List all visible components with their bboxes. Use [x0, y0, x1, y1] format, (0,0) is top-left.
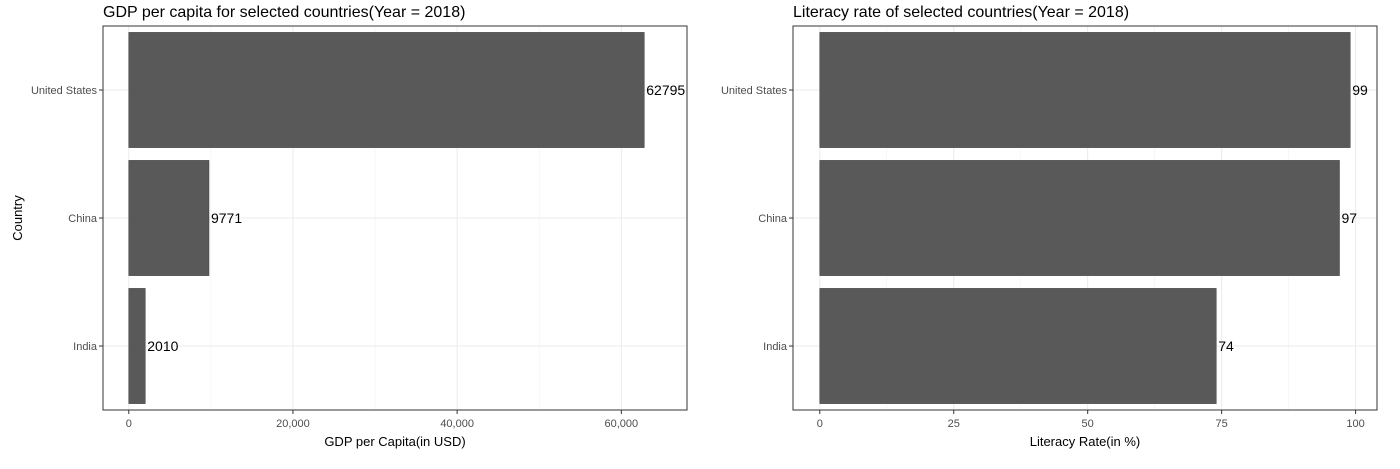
literacy-chart-x-axis-title: Literacy Rate(in %) — [1030, 434, 1141, 449]
literacy-chart-x-tick-label: 50 — [1082, 418, 1094, 430]
gdp-chart-y-tick-label-india: India — [73, 341, 98, 353]
gdp-chart-bar-china — [128, 160, 210, 276]
gdp-chart: GDP per capita for selected countries(Ye… — [10, 4, 688, 449]
literacy-chart-bars: 99 97 74 — [819, 32, 1368, 404]
gdp-chart-x-tick-label: 60,000 — [604, 418, 638, 430]
gdp-chart-y-tick-label-united-states: United States — [31, 85, 98, 97]
literacy-chart-x-tick-label: 100 — [1346, 418, 1364, 430]
gdp-chart-x-tick-label: 20,000 — [276, 418, 310, 430]
gdp-chart-y-axis-title: Country — [10, 195, 25, 241]
gdp-chart-value-label-india: 2010 — [147, 338, 178, 354]
literacy-chart-x-tick-label: 75 — [1215, 418, 1227, 430]
gdp-chart-bar-united-states — [128, 32, 645, 148]
literacy-chart-ticks: United States China India 0 25 50 75 100 — [721, 85, 1365, 430]
literacy-chart-value-label-united-states: 99 — [1352, 82, 1368, 98]
gdp-chart-x-axis-title: GDP per Capita(in USD) — [324, 434, 465, 449]
gdp-chart-bar-india — [128, 288, 146, 404]
literacy-chart-x-tick-label: 25 — [948, 418, 960, 430]
gdp-chart-ticks: United States China India 0 20,000 40,000 60,0… — [31, 85, 638, 430]
literacy-chart-bar-india — [819, 288, 1217, 404]
literacy-chart-bar-united-states — [819, 32, 1351, 148]
literacy-chart-x-tick-label: 0 — [817, 418, 823, 430]
literacy-chart-bar-china — [819, 160, 1340, 276]
gdp-chart-y-tick-label-china: China — [68, 213, 98, 225]
gdp-chart-value-label-united-states: 62795 — [646, 82, 685, 98]
gdp-chart-bars: 62795 9771 2010 — [128, 32, 685, 404]
literacy-chart-title: Literacy rate of selected countries(Year… — [793, 4, 1129, 21]
gdp-chart-x-tick-label: 40,000 — [440, 418, 474, 430]
literacy-chart-y-tick-label-china: China — [758, 213, 788, 225]
literacy-chart-value-label-china: 97 — [1341, 210, 1357, 226]
gdp-chart-title: GDP per capita for selected countries(Ye… — [103, 4, 465, 21]
literacy-chart-value-label-india: 74 — [1218, 338, 1234, 354]
literacy-chart-y-tick-label-india: India — [763, 341, 788, 353]
gdp-chart-value-label-china: 9771 — [211, 210, 242, 226]
literacy-chart: Literacy rate of selected countries(Year… — [721, 4, 1378, 449]
literacy-chart-y-tick-label-united-states: United States — [721, 85, 788, 97]
gdp-chart-x-tick-label: 0 — [126, 418, 132, 430]
